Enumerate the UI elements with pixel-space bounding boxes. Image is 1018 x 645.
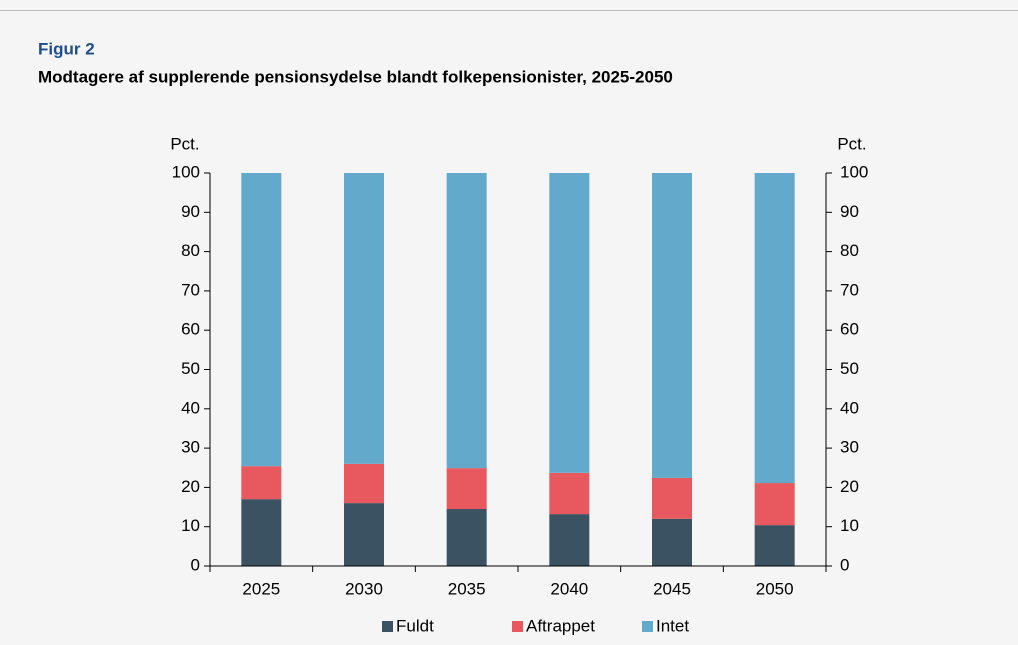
bar-segment <box>344 173 384 464</box>
bar-segment <box>549 514 590 566</box>
bar-segment <box>241 499 282 566</box>
legend-swatch <box>512 621 523 632</box>
y2-tick-label: 30 <box>840 438 859 457</box>
bar-segment <box>344 503 384 566</box>
x-tick-label: 2045 <box>653 579 691 598</box>
x-tick-label: 2035 <box>448 579 486 598</box>
bar-segment <box>652 518 692 566</box>
bar-segment <box>241 173 282 467</box>
bar-segment <box>754 173 795 484</box>
y-tick-label: 10 <box>181 516 200 535</box>
y2-tick-label: 40 <box>840 398 859 417</box>
y-tick-label: 70 <box>181 280 200 299</box>
y2-tick-label: 10 <box>840 516 859 535</box>
bar-segment <box>446 468 487 510</box>
y2-axis-label: Pct. <box>837 134 866 153</box>
x-tick-label: 2030 <box>345 579 383 598</box>
bar-segment <box>446 509 487 566</box>
y-tick-label: 100 <box>172 162 200 181</box>
y-tick-label: 0 <box>191 555 200 574</box>
x-tick-label: 2050 <box>756 579 794 598</box>
y-tick-label: 20 <box>181 477 200 496</box>
legend-label: Intet <box>656 616 689 635</box>
bar-segment <box>549 472 590 515</box>
y2-tick-label: 90 <box>840 202 859 221</box>
bar-segment <box>652 477 692 519</box>
y-tick-label: 40 <box>181 398 200 417</box>
legend-swatch <box>382 621 393 632</box>
y2-tick-label: 100 <box>840 162 868 181</box>
y-tick-label: 80 <box>181 241 200 260</box>
y2-tick-label: 20 <box>840 477 859 496</box>
y2-tick-label: 80 <box>840 241 859 260</box>
chart-subtitle: Modtagere af supplerende pensionsydelse … <box>38 67 673 86</box>
bar-segment <box>549 173 590 473</box>
legend-label: Fuldt <box>396 616 434 635</box>
y-axis-label: Pct. <box>170 134 199 153</box>
y-tick-label: 90 <box>181 202 200 221</box>
y2-tick-label: 60 <box>840 320 859 339</box>
legend-swatch <box>642 621 653 632</box>
bar-segment <box>652 173 692 478</box>
bar-segment <box>446 173 487 469</box>
bar-segment <box>754 483 795 526</box>
y-tick-label: 60 <box>181 320 200 339</box>
y2-tick-label: 50 <box>840 359 859 378</box>
legend-label: Aftrappet <box>526 616 595 635</box>
y2-tick-label: 0 <box>840 555 849 574</box>
bar-segment <box>241 466 282 500</box>
chart-title: Figur 2 <box>38 39 95 58</box>
y-tick-label: 50 <box>181 359 200 378</box>
bar-segment <box>754 525 795 566</box>
y2-tick-label: 70 <box>840 280 859 299</box>
bar-segment <box>344 463 384 504</box>
x-tick-label: 2025 <box>242 579 280 598</box>
x-tick-label: 2040 <box>550 579 588 598</box>
y-tick-label: 30 <box>181 438 200 457</box>
